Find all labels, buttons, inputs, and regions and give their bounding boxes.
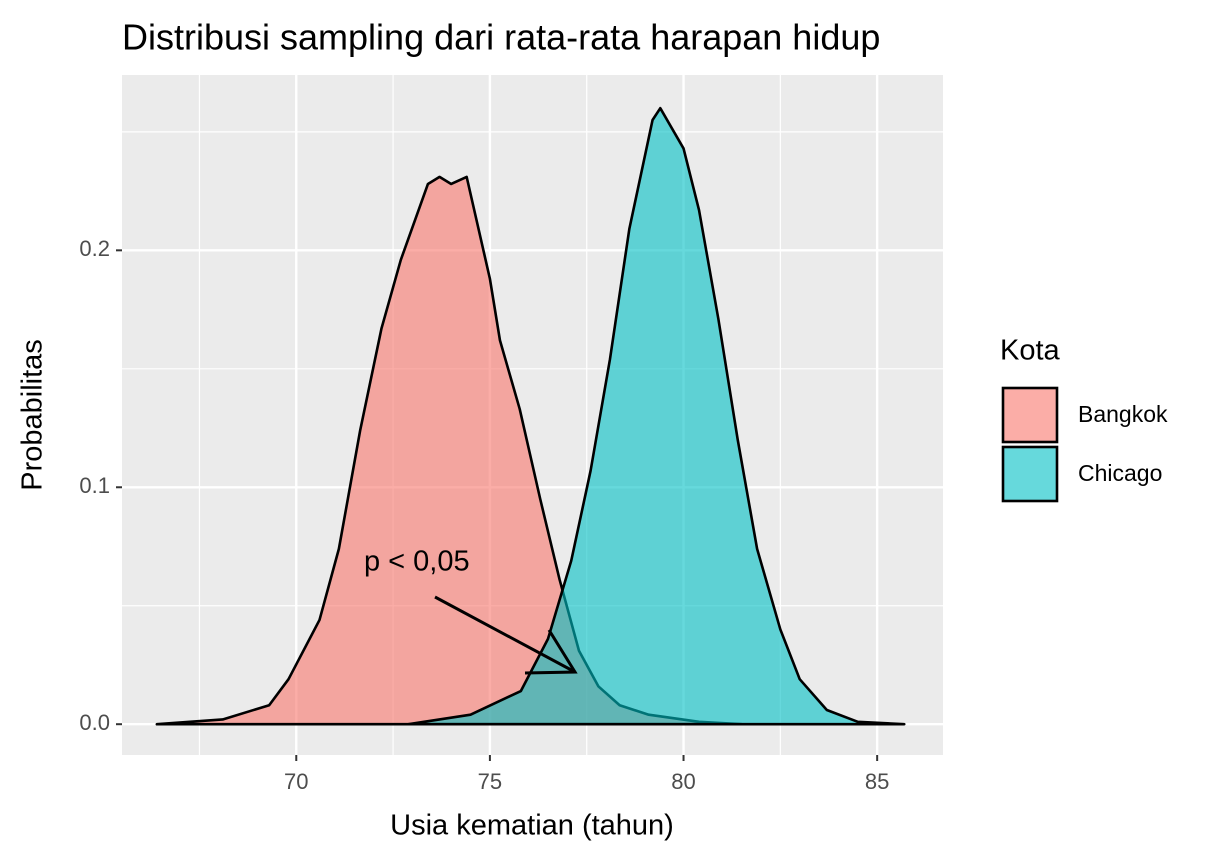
chart-title: Distribusi sampling dari rata-rata harap… <box>122 17 880 58</box>
x-tick-label: 85 <box>865 769 889 794</box>
x-tick-label: 70 <box>284 769 308 794</box>
x-tick-label: 75 <box>478 769 502 794</box>
legend-key <box>1001 386 1059 444</box>
legend-label: Bangkok <box>1078 401 1168 427</box>
legend-label: Chicago <box>1078 460 1162 486</box>
y-tick-label: 0.1 <box>79 473 110 498</box>
legend: Bangkok Chicago <box>1001 386 1168 503</box>
density-area <box>407 106 906 726</box>
y-tick-label: 0.0 <box>79 710 110 735</box>
x-axis-title: Usia kematian (tahun) <box>390 810 674 842</box>
areas <box>155 106 906 726</box>
annotation-arrow <box>434 595 578 675</box>
legend-title: Kota <box>1000 335 1061 367</box>
legend-key <box>1001 445 1059 503</box>
y-axis-title: Probabilitas <box>17 339 49 491</box>
x-tick-label: 80 <box>671 769 695 794</box>
annotation: p < 0,05 <box>364 546 470 578</box>
y-tick-label: 0.2 <box>79 236 110 261</box>
